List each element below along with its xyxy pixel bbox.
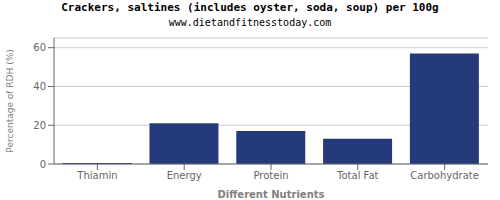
svg-text:Thiamin: Thiamin <box>76 170 117 181</box>
svg-text:40: 40 <box>33 81 46 92</box>
svg-text:Different Nutrients: Different Nutrients <box>218 189 325 200</box>
svg-text:Percentage of RDH (%): Percentage of RDH (%) <box>8 49 15 152</box>
svg-text:Carbohydrate: Carbohydrate <box>410 170 479 181</box>
svg-text:Energy: Energy <box>167 170 202 181</box>
svg-text:Total Fat: Total Fat <box>336 170 378 181</box>
svg-text:20: 20 <box>33 120 46 131</box>
html-text:Crackers, saltines (includes o: Crackers, saltines (includes oyster, sod… <box>61 1 439 14</box>
html-text:www.dietandfitnesstoday.com: www.dietandfitnesstoday.com <box>168 17 332 28</box>
svg-text:0: 0 <box>40 159 46 170</box>
svg-text:Protein: Protein <box>253 170 288 181</box>
svg-text:60: 60 <box>33 42 46 53</box>
